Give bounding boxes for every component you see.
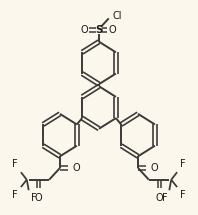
Text: F: F	[162, 194, 167, 203]
Text: O: O	[72, 163, 80, 173]
Text: O: O	[156, 193, 163, 203]
Text: F: F	[12, 159, 18, 169]
Text: Cl: Cl	[113, 11, 122, 21]
Text: F: F	[12, 190, 18, 200]
Text: O: O	[150, 163, 158, 173]
Text: F: F	[31, 194, 36, 203]
Text: O: O	[80, 25, 88, 35]
Text: O: O	[35, 193, 42, 203]
Text: S: S	[95, 25, 103, 35]
Text: F: F	[180, 190, 186, 200]
Text: F: F	[180, 159, 186, 169]
Text: O: O	[108, 25, 116, 35]
